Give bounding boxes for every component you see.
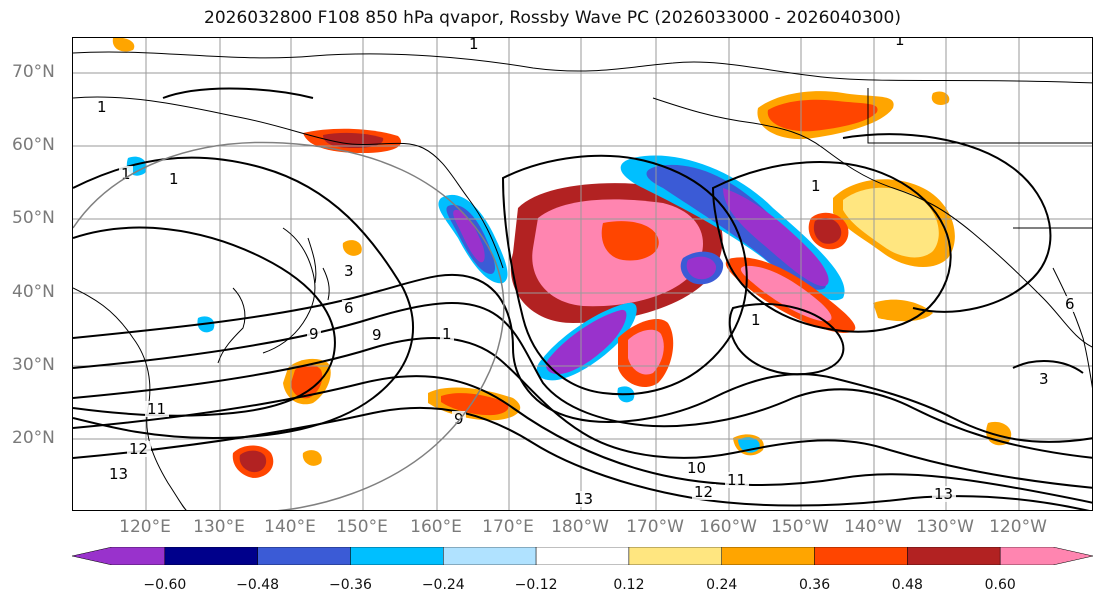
colorbar-tick-label: 0.48 bbox=[891, 577, 923, 593]
lat-label: 50°N bbox=[12, 208, 55, 228]
lon-label: 140°E bbox=[264, 517, 316, 537]
contour-label: 1 bbox=[469, 38, 479, 53]
lat-label: 30°N bbox=[12, 355, 55, 375]
contour-label-bg bbox=[809, 178, 823, 194]
lat-label: 20°N bbox=[12, 428, 55, 448]
lon-label: 120°E bbox=[119, 517, 171, 537]
colorbar-tick-label: 0.24 bbox=[706, 577, 738, 593]
contour-label-bg bbox=[749, 312, 763, 328]
contour-label-bg bbox=[307, 326, 321, 342]
contour-label-bg bbox=[572, 491, 596, 507]
colorbar-segment bbox=[814, 547, 908, 565]
lon-label: 160°E bbox=[410, 517, 462, 537]
contour-label: 1 bbox=[121, 165, 131, 183]
lon-label: 160°W bbox=[699, 517, 757, 537]
contour-label-bg bbox=[127, 441, 151, 457]
contour-label-bg bbox=[370, 327, 384, 343]
colorbar-segment bbox=[999, 547, 1093, 565]
map-panel: 1 1 1 1 1 1 1 1 3 3 6 6 9 9 9 10 11 11 12 12 13 13 13 bbox=[72, 37, 1093, 511]
lon-label: 140°W bbox=[844, 517, 902, 537]
contour-label-bg bbox=[342, 300, 356, 316]
colorbar-segment bbox=[535, 547, 630, 565]
contour-label: 1 bbox=[895, 38, 905, 49]
contour-label-bg bbox=[167, 171, 181, 187]
colorbar-segment bbox=[907, 547, 1001, 565]
contour-label: 13 bbox=[574, 490, 593, 508]
contour-label-bg bbox=[725, 472, 749, 488]
contour-label-bg bbox=[1037, 371, 1051, 387]
lon-label: 150°E bbox=[336, 517, 388, 537]
lon-label: 170°W bbox=[626, 517, 684, 537]
contour-label: 1 bbox=[811, 177, 821, 195]
contour-label-bg bbox=[932, 486, 956, 502]
colorbar-segment bbox=[164, 547, 258, 565]
colorbar-tick-label: −0.36 bbox=[329, 577, 372, 593]
contour-label-bg bbox=[107, 466, 131, 482]
contour-label-bg bbox=[467, 38, 481, 52]
lon-label: 130°W bbox=[916, 517, 974, 537]
contour-label: 13 bbox=[934, 485, 953, 503]
projection-outline bbox=[73, 141, 505, 510]
lat-label: 60°N bbox=[12, 135, 55, 155]
contour-label: 3 bbox=[1039, 370, 1049, 388]
colorbar-tick-label: −0.24 bbox=[421, 577, 465, 593]
contour-label: 1 bbox=[97, 98, 107, 116]
map-title: 2026032800 F108 850 hPa qvapor, Rossby W… bbox=[204, 8, 901, 28]
colorbar-segment bbox=[443, 547, 537, 565]
contour-label: 9 bbox=[372, 326, 382, 344]
contour-label-bg bbox=[1063, 296, 1077, 312]
contour-label: 10 bbox=[687, 459, 706, 477]
lon-label: 180°W bbox=[551, 517, 609, 537]
qvapor-contours bbox=[73, 87, 1092, 510]
contour-label-bg bbox=[95, 99, 109, 115]
lon-label: 170°E bbox=[482, 517, 534, 537]
colorbar-segment bbox=[257, 547, 351, 565]
contour-label: 6 bbox=[344, 299, 354, 317]
coastlines bbox=[73, 51, 1092, 510]
anomaly-shading bbox=[112, 38, 1012, 478]
colorbar bbox=[72, 547, 1093, 565]
colorbar-tick-label: −0.60 bbox=[143, 577, 187, 593]
contour-label: 6 bbox=[1065, 295, 1075, 313]
contour-label: 9 bbox=[454, 410, 464, 428]
graticule bbox=[73, 38, 1092, 510]
contour-label: 12 bbox=[694, 483, 713, 501]
colorbar-tick-label: 0.60 bbox=[984, 577, 1016, 593]
colorbar-tick-label: −0.12 bbox=[514, 577, 558, 593]
lon-label: 120°W bbox=[989, 517, 1047, 537]
contour-label: 12 bbox=[129, 440, 148, 458]
contour-label: 13 bbox=[109, 465, 128, 483]
contour-label: 1 bbox=[751, 311, 761, 329]
contour-label: 1 bbox=[442, 325, 452, 343]
lon-label: 130°E bbox=[193, 517, 245, 537]
lat-label: 40°N bbox=[12, 282, 55, 302]
colorbar-tick-label: −0.48 bbox=[236, 577, 280, 593]
colorbar-segment bbox=[628, 547, 722, 565]
contour-label-bg bbox=[440, 326, 454, 342]
colorbar-tick-label: 0.12 bbox=[613, 577, 645, 593]
contour-label-bg bbox=[893, 38, 907, 48]
colorbar-segment bbox=[72, 547, 166, 565]
colorbar-tick-label: 0.36 bbox=[798, 577, 831, 593]
contour-label: 1 bbox=[169, 170, 179, 188]
contour-label-bg bbox=[685, 460, 709, 476]
lon-label: 150°W bbox=[771, 517, 829, 537]
colorbar-segment bbox=[721, 547, 815, 565]
colorbar-segment bbox=[350, 547, 444, 565]
contour-label-bg bbox=[119, 166, 133, 182]
contour-label: 11 bbox=[727, 471, 746, 489]
contour-label: 11 bbox=[147, 400, 166, 418]
contour-label-bg bbox=[692, 484, 716, 500]
contour-label-bg bbox=[145, 401, 169, 417]
contour-label: 3 bbox=[344, 262, 354, 280]
contour-label: 9 bbox=[309, 325, 319, 343]
lat-label: 70°N bbox=[12, 62, 55, 82]
contour-label-bg bbox=[342, 263, 356, 279]
